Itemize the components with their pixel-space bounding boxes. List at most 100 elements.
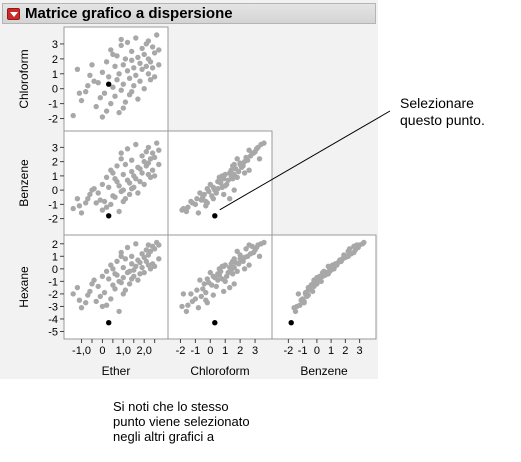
data-point: [83, 89, 89, 95]
data-point: [133, 241, 139, 247]
data-point: [83, 300, 89, 306]
data-point: [118, 36, 124, 43]
data-point: [106, 184, 112, 190]
data-point: [120, 81, 127, 87]
data-point: [95, 283, 101, 290]
data-point: [241, 170, 248, 176]
data-point: [238, 164, 245, 170]
data-point: [135, 96, 141, 102]
selected-point: [288, 320, 294, 326]
data-point: [122, 99, 129, 105]
data-point: [200, 286, 206, 292]
data-point: [126, 75, 133, 82]
outline-header[interactable]: Matrice grafico a dispersione: [2, 3, 376, 24]
data-point: [215, 271, 221, 277]
data-point: [114, 163, 120, 169]
data-point: [198, 293, 204, 300]
data-point: [89, 281, 95, 287]
data-point: [210, 292, 216, 298]
data-point: [213, 283, 219, 290]
data-point: [99, 207, 106, 213]
data-point: [241, 158, 248, 165]
data-point: [97, 197, 104, 203]
data-point: [151, 50, 158, 56]
data-point: [85, 292, 91, 298]
data-point: [145, 160, 152, 166]
data-point: [122, 256, 129, 262]
data-point: [261, 140, 267, 146]
data-point: [103, 268, 110, 274]
data-point: [210, 273, 216, 279]
data-point: [227, 196, 233, 202]
data-point: [156, 147, 162, 153]
data-point: [356, 242, 363, 248]
data-point: [103, 108, 110, 114]
y-tick-label: -1: [48, 99, 58, 111]
data-point: [70, 291, 76, 297]
annotation-select-point: Selezionare questo punto.: [400, 95, 485, 128]
data-point: [85, 196, 91, 202]
x-tick-label: 1: [328, 345, 334, 357]
data-point: [156, 62, 162, 68]
data-point: [154, 32, 160, 38]
data-point: [234, 156, 240, 162]
data-point: [203, 198, 209, 205]
data-point: [195, 210, 202, 216]
data-point: [133, 263, 139, 269]
y-tick-label: -5: [48, 326, 58, 338]
data-point: [93, 200, 99, 206]
data-point: [194, 287, 200, 293]
data-point: [241, 254, 248, 261]
data-point: [74, 66, 81, 73]
data-point: [139, 45, 145, 52]
data-point: [247, 251, 254, 257]
data-point: [145, 71, 152, 77]
data-point: [154, 140, 160, 146]
x-tick-label: 3: [252, 345, 258, 357]
data-point: [234, 248, 240, 254]
data-point: [292, 308, 299, 315]
data-point: [116, 71, 122, 77]
data-point: [228, 167, 234, 173]
data-point: [195, 305, 202, 311]
data-point: [118, 87, 124, 93]
data-point: [112, 286, 118, 292]
panel-hexane-vs-benzene: [271, 234, 377, 340]
data-point: [156, 47, 162, 53]
data-point: [129, 157, 135, 163]
data-point: [116, 308, 122, 315]
data-point: [221, 288, 227, 295]
disclosure-icon[interactable]: [7, 8, 20, 20]
data-point: [179, 303, 185, 310]
data-point: [305, 292, 311, 298]
data-point: [112, 63, 118, 69]
y-tick-label: -1: [48, 276, 58, 288]
data-point: [339, 256, 346, 262]
data-point: [221, 191, 227, 198]
x-axis-label-benzene: Benzene: [300, 364, 348, 378]
data-point: [137, 178, 143, 185]
data-point: [139, 170, 145, 176]
data-point: [197, 190, 203, 196]
data-point: [106, 74, 112, 80]
data-point: [143, 149, 149, 155]
x-tick-label: -1,0: [72, 345, 91, 357]
data-point: [108, 201, 114, 208]
data-point: [103, 302, 110, 308]
data-point: [204, 276, 210, 282]
data-point: [203, 289, 209, 296]
data-point: [137, 259, 143, 266]
data-point: [101, 289, 108, 296]
data-point: [87, 72, 93, 79]
data-point: [118, 42, 124, 49]
data-point: [114, 258, 120, 264]
data-point: [93, 298, 99, 305]
data-point: [116, 208, 122, 215]
data-point: [124, 68, 131, 74]
data-point: [101, 198, 108, 205]
data-point: [108, 47, 114, 53]
y-axis-label-benzene: Benzene: [17, 159, 31, 207]
data-point: [183, 208, 190, 215]
data-point: [147, 156, 154, 162]
data-point: [141, 181, 147, 188]
